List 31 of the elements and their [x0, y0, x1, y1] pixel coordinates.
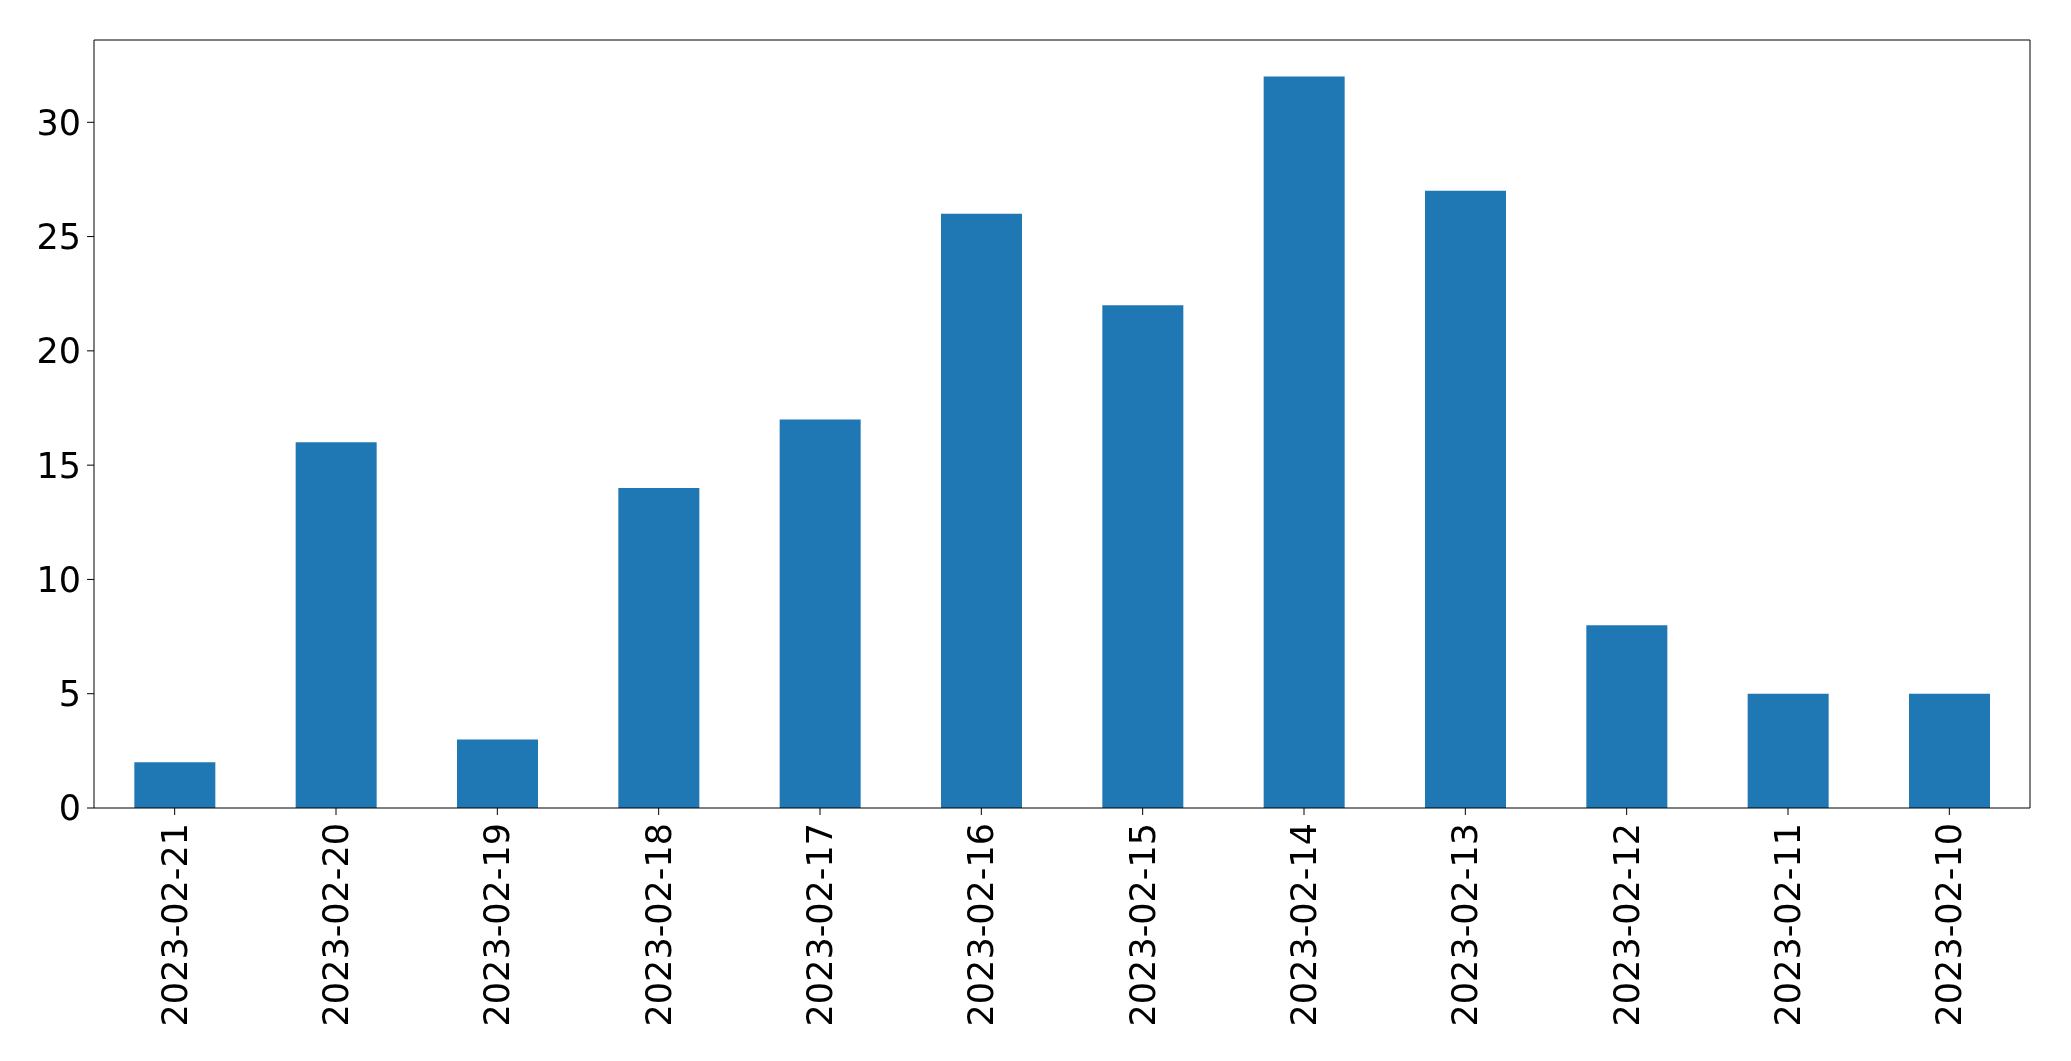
- bar: [779, 419, 861, 808]
- bar: [1263, 76, 1345, 808]
- x-tick-label: 2023-02-14: [1284, 823, 1324, 1027]
- y-tick-label: 15: [36, 445, 81, 486]
- bar: [941, 213, 1022, 808]
- bar: [1102, 305, 1184, 808]
- y-tick-label: 20: [36, 331, 81, 372]
- bar: [134, 762, 216, 808]
- bar: [1909, 693, 1990, 808]
- y-tick-label: 5: [58, 674, 81, 715]
- x-tick-label: 2023-02-19: [477, 823, 518, 1027]
- x-tick-label: 2023-02-20: [316, 823, 356, 1027]
- x-tick-label: 2023-02-16: [961, 823, 1002, 1027]
- x-tick-label: 2023-02-12: [1606, 823, 1647, 1027]
- x-tick-label: 2023-02-18: [638, 823, 679, 1027]
- x-tick-label: 2023-02-21: [154, 823, 195, 1027]
- bar: [295, 442, 377, 808]
- y-tick-label: 10: [36, 559, 81, 600]
- y-tick-label: 0: [58, 788, 81, 829]
- bar: [1747, 693, 1829, 808]
- bar: [618, 488, 700, 808]
- bar: [1586, 625, 1668, 808]
- y-tick-label: 30: [36, 102, 81, 143]
- x-tick-label: 2023-02-13: [1445, 823, 1486, 1027]
- y-tick-label: 25: [36, 217, 81, 257]
- x-tick-label: 2023-02-17: [800, 823, 840, 1027]
- x-tick-label: 2023-02-10: [1929, 823, 1970, 1027]
- x-tick-label: 2023-02-15: [1122, 823, 1163, 1027]
- bar: [1425, 190, 1506, 808]
- x-tick-label: 2023-02-11: [1768, 823, 1808, 1027]
- bar: [457, 739, 538, 808]
